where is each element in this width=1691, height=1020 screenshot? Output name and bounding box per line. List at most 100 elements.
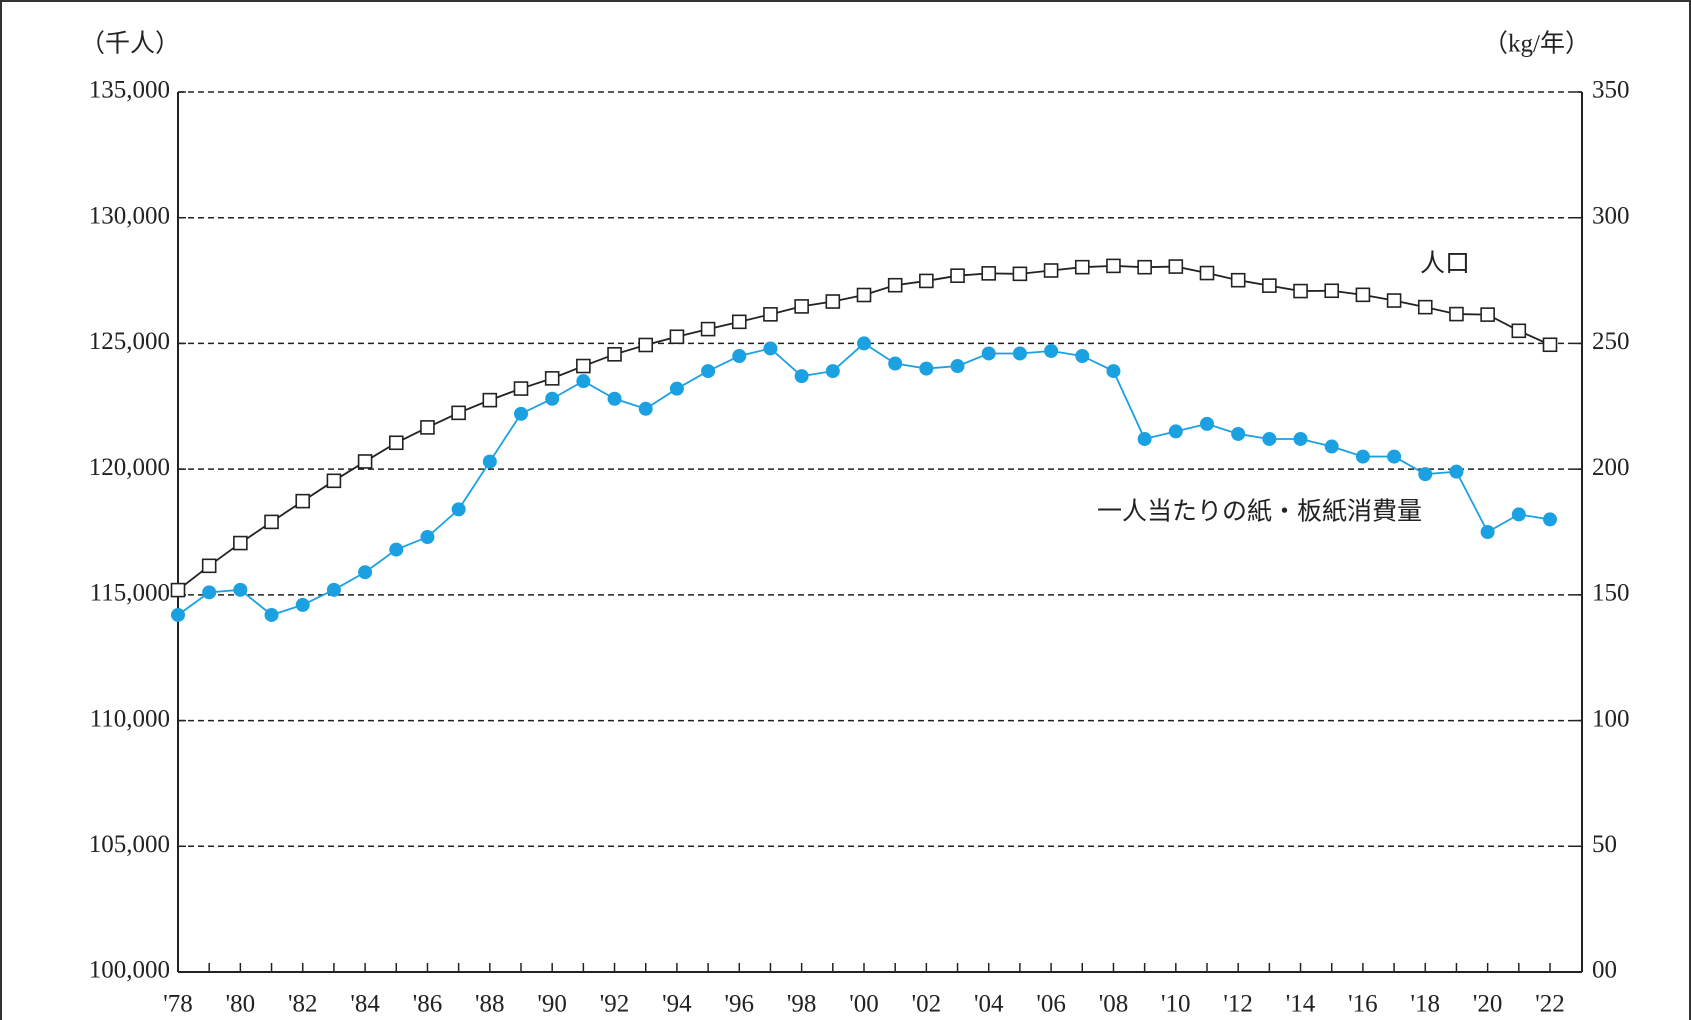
point xyxy=(919,361,934,376)
x-tick-label: '82 xyxy=(288,991,318,1018)
point xyxy=(856,287,872,303)
y-tick-label: 105,000 xyxy=(89,831,170,858)
annotation: 人口 xyxy=(1420,251,1470,278)
y-tick-label: 110,000 xyxy=(90,705,170,732)
y-tick-label: 130,000 xyxy=(89,202,170,229)
point xyxy=(794,299,809,314)
point xyxy=(700,321,716,337)
x-tick-label: '08 xyxy=(1099,991,1129,1018)
point xyxy=(358,565,373,580)
y2-tick-label: 50 xyxy=(1592,831,1617,858)
point xyxy=(1387,449,1402,464)
point xyxy=(513,381,529,396)
point xyxy=(1449,464,1464,479)
point xyxy=(451,502,466,517)
point xyxy=(1106,364,1121,379)
y-tick-label: 135,000 xyxy=(89,77,170,104)
point xyxy=(1449,306,1464,322)
point xyxy=(825,294,841,309)
point xyxy=(607,391,622,406)
point xyxy=(1480,307,1495,322)
point xyxy=(887,277,903,293)
point xyxy=(1012,266,1028,282)
point xyxy=(264,607,279,622)
point xyxy=(1355,287,1371,303)
point xyxy=(701,364,716,379)
y2-tick-label: 300 xyxy=(1592,202,1630,229)
point xyxy=(794,369,809,384)
point xyxy=(825,364,840,379)
point xyxy=(1231,426,1246,441)
series-line xyxy=(177,342,1551,616)
y-tick-label: 125,000 xyxy=(89,328,170,355)
point xyxy=(1293,283,1308,299)
point xyxy=(451,405,466,421)
y2-tick-label: 00 xyxy=(1592,957,1617,984)
point xyxy=(950,359,965,374)
x-tick-label: '80 xyxy=(226,991,256,1018)
point xyxy=(1480,525,1495,539)
y2-axis-label: （kg/年） xyxy=(1483,30,1590,58)
point xyxy=(1106,258,1121,274)
point xyxy=(295,493,311,509)
point xyxy=(981,266,997,281)
point xyxy=(1418,467,1433,482)
x-tick-label: '02 xyxy=(912,991,942,1018)
point xyxy=(420,530,435,545)
point xyxy=(1293,431,1308,446)
x-tick-label: '86 xyxy=(413,991,443,1018)
point xyxy=(638,401,653,416)
point xyxy=(1262,431,1277,446)
point xyxy=(1137,431,1152,446)
x-tick-label: '78 xyxy=(163,991,193,1018)
x-tick-label: '98 xyxy=(787,991,817,1018)
point xyxy=(264,514,279,530)
x-tick-label: '00 xyxy=(849,991,879,1018)
x-tick-label: '90 xyxy=(537,991,567,1018)
point xyxy=(607,347,622,362)
point xyxy=(202,585,217,600)
point xyxy=(1137,259,1152,275)
x-tick-label: '04 xyxy=(974,991,1004,1018)
y-tick-label: 115,000 xyxy=(90,580,170,607)
point xyxy=(1262,278,1277,293)
point xyxy=(233,582,248,597)
point xyxy=(576,374,591,389)
point xyxy=(482,392,498,408)
point xyxy=(669,329,685,345)
point xyxy=(981,346,996,361)
point xyxy=(1075,349,1090,363)
point xyxy=(295,597,310,612)
x-tick-label: '96 xyxy=(725,991,755,1018)
point xyxy=(544,371,560,386)
x-tick-label: '12 xyxy=(1223,991,1253,1018)
point xyxy=(1542,337,1558,353)
point xyxy=(482,454,497,469)
x-tick-label: '06 xyxy=(1036,991,1066,1018)
point xyxy=(420,420,435,435)
point xyxy=(1012,346,1027,361)
point xyxy=(1200,416,1214,431)
point xyxy=(950,268,965,283)
point xyxy=(170,582,186,598)
x-tick-label: '20 xyxy=(1473,991,1503,1018)
point xyxy=(919,273,934,289)
point xyxy=(1168,424,1183,439)
point xyxy=(233,535,248,551)
point xyxy=(1417,299,1433,315)
point xyxy=(388,435,404,451)
point xyxy=(357,454,373,469)
y2-tick-label: 250 xyxy=(1592,328,1630,355)
point xyxy=(669,381,684,396)
x-tick-label: '18 xyxy=(1411,991,1441,1018)
point xyxy=(1074,259,1090,275)
point xyxy=(1511,323,1527,339)
point xyxy=(326,582,341,597)
point xyxy=(171,607,185,622)
point xyxy=(731,314,747,330)
x-tick-label: '92 xyxy=(600,991,630,1018)
y2-tick-label: 100 xyxy=(1592,705,1630,732)
x-tick-label: '22 xyxy=(1535,991,1565,1018)
point xyxy=(201,558,217,574)
